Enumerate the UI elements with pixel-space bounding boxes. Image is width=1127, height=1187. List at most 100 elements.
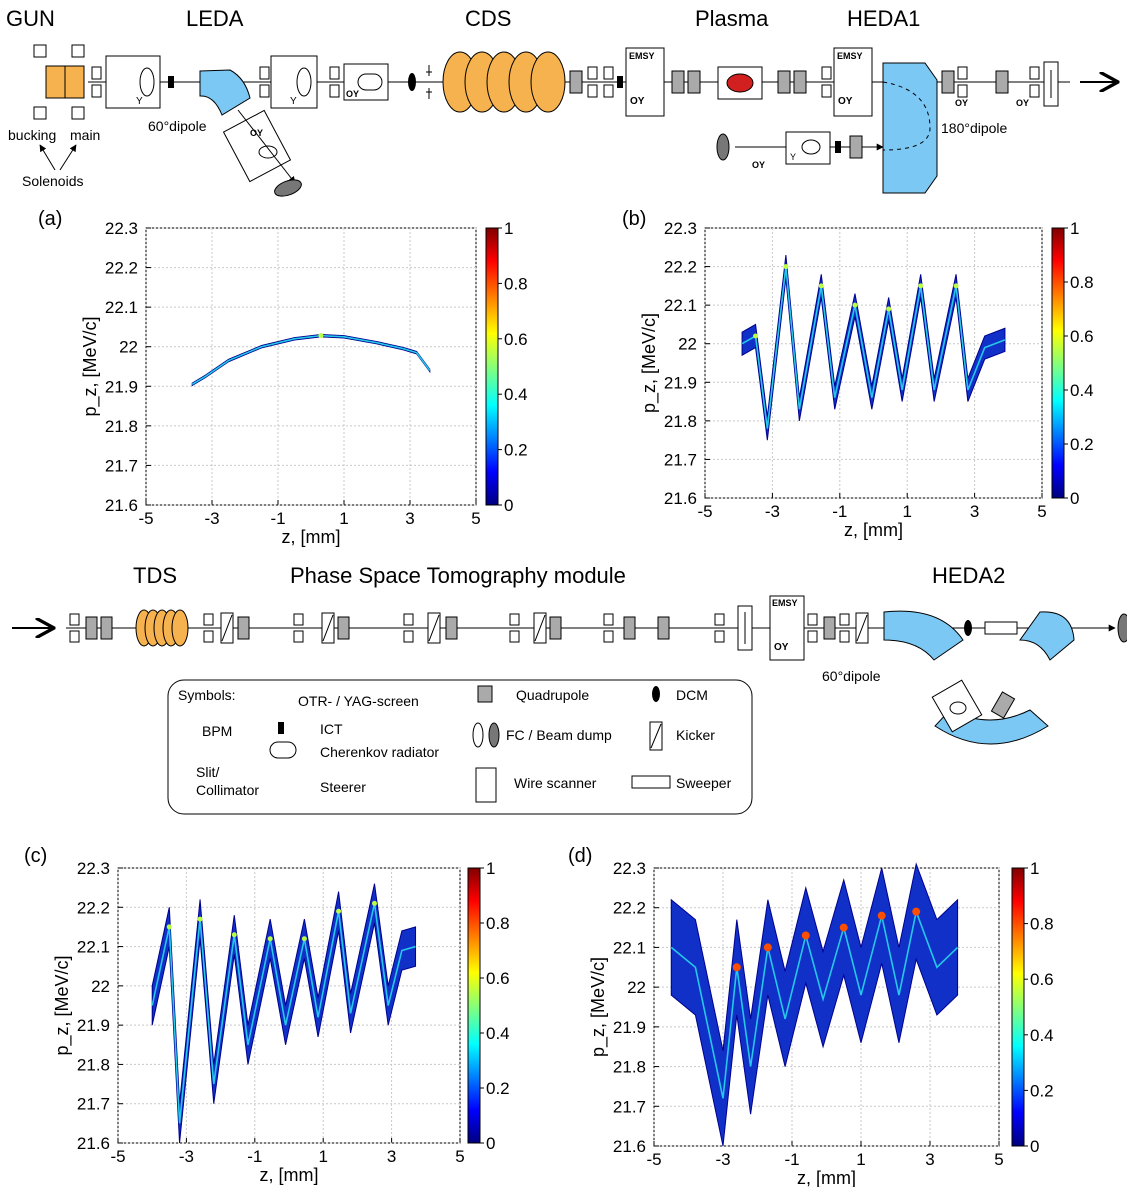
y-tick-label: 22 [91,977,110,996]
colorbar-tick-label: 0.6 [1070,327,1094,346]
legend-title: Symbols: [178,687,236,703]
svg-text:OY: OY [752,160,765,170]
emsy-3 [769,595,805,661]
y-tick-label: 21.8 [664,412,697,431]
beam-dump-heda1 [716,133,730,161]
y-tick-label: 22.3 [105,219,138,238]
colorbar-tick-label: 1 [486,859,495,878]
solenoid-main-top [71,44,85,58]
x-tick-label: -3 [204,509,219,528]
density-peak [886,306,892,312]
density-peak [336,908,342,914]
y-tick-label: 22.2 [77,898,110,917]
svg-text:OY: OY [346,89,359,99]
x-tick-label: -1 [247,1147,262,1166]
solenoid-bucking-top [33,44,47,58]
y-axis-label: p_z, [MeV/c] [52,955,73,1055]
x-tick-label: -3 [765,502,780,521]
x-tick-label: -3 [715,1150,730,1169]
colorbar-tick-label: 0.6 [486,969,510,988]
solenoid-main-bottom [71,106,85,120]
colorbar [1011,867,1025,1147]
label-heda1: HEDA1 [847,6,920,31]
colorbar [467,867,481,1144]
density-peak [372,900,377,906]
x-tick-label: 5 [471,509,480,528]
svg-text:EMSY: EMSY [629,51,655,61]
tds-cavity [135,609,189,647]
beam-dump-leda [274,179,302,197]
colorbar-tick-label: 1 [1030,859,1039,878]
steerers-bottom [69,613,850,643]
dipole-60-leda [199,69,251,116]
y-tick-label: 22.1 [77,938,110,957]
cds-cavities [442,51,566,113]
colorbar-tick-label: 0.4 [1070,381,1094,400]
y-tick-label: 21.7 [664,450,697,469]
legend-kicker: Kicker [676,727,715,743]
legend-wire-scanner-icon [475,767,497,803]
label-bucking: bucking [8,127,56,143]
beamline-top: GUN LEDA CDS Plasma HEDA1 bucking main S… [6,6,1118,197]
x-tick-label: -5 [697,502,712,521]
y-tick-label: 22 [627,978,646,997]
legend-cherenkov: Cherenkov radiator [320,744,439,760]
y-tick-label: 21.8 [613,1058,646,1077]
solenoid-bucking-bottom [33,106,47,120]
legend-cherenkov-icon [269,741,297,759]
colorbar-tick-label: 0 [486,1134,495,1153]
y-axis-label: p_z, [MeV/c] [80,316,101,416]
label-cds: CDS [465,6,511,31]
dipole-180-heda1 [882,62,938,194]
panel-label: (d) [568,845,592,867]
dipole-60-heda2-b [1019,611,1075,661]
svg-text:OY: OY [774,642,789,653]
colorbar-tick-label: 0.6 [504,330,528,349]
y-tick-label: 22.2 [105,259,138,278]
panel-label: (c) [24,845,47,867]
symbol-legend: Symbols: OTR- / YAG-screen BPM ICT Chere… [167,679,753,815]
density-peak [166,924,172,930]
x-tick-label: 5 [455,1147,464,1166]
colorbar [1051,227,1065,499]
phase-space-core [670,908,959,1099]
y-tick-label: 21.6 [105,496,138,515]
legend-fc: FC / Beam dump [506,727,612,743]
phase-space-core [151,903,416,1124]
phase-space-plot-3: (c) -5 -3 -1 1 3 5 21.6 21.7 21.8 21.9 22 22.1 22.2 22… [24,845,510,1185]
density-peak [318,333,324,339]
legend-sweeper: Sweeper [676,775,732,791]
phase-space-plot-4: (d) -5 -3 -1 1 3 5 21.6 21.7 21.8 21.9 22 22.1 22.2 22… [568,845,1054,1187]
label-dipole3: 60°dipole [822,668,881,684]
colorbar [485,227,499,506]
y-tick-label: 21.8 [105,417,138,436]
colorbar-tick-label: 0.2 [504,441,528,460]
x-axis-label: z, [mm] [260,1165,319,1185]
x-tick-label: 5 [1037,502,1046,521]
colorbar-tick-label: 0.2 [1030,1081,1054,1100]
x-axis-label: z, [mm] [797,1168,856,1187]
y-tick-label: 22 [678,335,697,354]
svg-text:OY: OY [955,98,968,108]
colorbar-tick-label: 0 [1030,1137,1039,1156]
plot-area [704,227,1043,499]
density-peak [839,923,848,932]
svg-text:Y: Y [790,152,796,162]
legend-slit: Slit/ [196,764,219,780]
density-peak [197,916,203,922]
y-tick-label: 21.9 [664,373,697,392]
x-tick-label: -5 [110,1147,125,1166]
density-peak [918,283,924,289]
legend-ict: ICT [320,721,343,737]
y-tick-label: 22 [119,338,138,357]
density-peak [818,283,824,289]
label-gun: GUN [6,6,55,31]
phase-space-panels: (a) -5 -3 -1 1 3 5 21.6 21.7 21.8 21.9 22 22.1 22.2 22… [24,208,1094,1187]
y-tick-label: 21.7 [613,1097,646,1116]
leda-side-station [222,109,292,183]
density-peak [231,932,237,938]
y-tick-label: 22.1 [105,298,138,317]
density-peak [783,264,789,270]
phase-space-density [191,333,431,387]
